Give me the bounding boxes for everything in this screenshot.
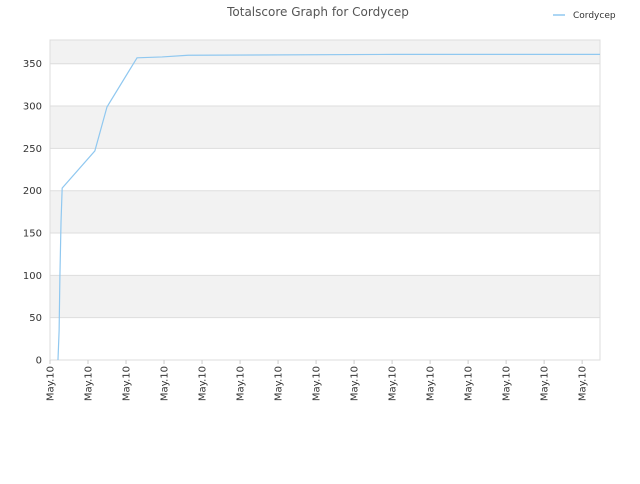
- grid-band: [50, 40, 600, 64]
- x-tick-label: May.10: [160, 366, 171, 401]
- y-tick-label: 100: [23, 271, 42, 282]
- y-tick-label: 350: [23, 59, 42, 70]
- y-tick-label: 250: [23, 144, 42, 155]
- legend-label: Cordycep: [573, 11, 616, 21]
- grid-band: [50, 106, 600, 149]
- x-tick-label: May.10: [198, 366, 209, 401]
- y-tick-label: 150: [23, 229, 42, 240]
- x-tick-label: May.10: [236, 366, 247, 401]
- x-tick-label: May.10: [578, 366, 589, 401]
- x-tick-label: May.10: [502, 366, 513, 401]
- y-tick-label: 0: [36, 356, 42, 367]
- y-tick-label: 50: [29, 313, 42, 324]
- x-tick-label: May.10: [350, 366, 361, 401]
- x-tick-label: May.10: [122, 366, 133, 401]
- x-tick-label: May.10: [312, 366, 323, 401]
- y-tick-label: 200: [23, 186, 42, 197]
- x-tick-label: May.10: [426, 366, 437, 401]
- grid-band: [50, 190, 600, 234]
- x-tick-label: May.10: [84, 366, 95, 401]
- chart-title: Totalscore Graph for Cordycep: [226, 5, 409, 19]
- x-tick-label: May.10: [388, 366, 399, 401]
- x-tick-label: May.10: [46, 366, 57, 401]
- line: [57, 53, 600, 361]
- x-tick-label: May.10: [540, 366, 551, 401]
- grid-band: [50, 275, 600, 318]
- x-tick-label: May.10: [464, 366, 475, 401]
- y-tick-label: 300: [23, 102, 42, 113]
- x-tick-label: May.10: [274, 366, 285, 401]
